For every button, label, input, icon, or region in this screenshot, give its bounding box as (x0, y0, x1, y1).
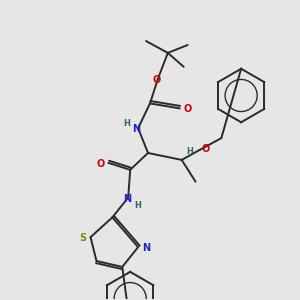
Text: S: S (79, 233, 86, 243)
Text: N: N (142, 243, 150, 253)
Text: O: O (96, 159, 105, 169)
Text: N: N (132, 124, 140, 134)
Text: O: O (201, 144, 210, 154)
Text: N: N (123, 194, 131, 203)
Text: H: H (135, 201, 142, 210)
Text: O: O (153, 75, 161, 85)
Text: O: O (184, 104, 192, 114)
Text: H: H (186, 148, 193, 157)
Text: H: H (123, 119, 130, 128)
